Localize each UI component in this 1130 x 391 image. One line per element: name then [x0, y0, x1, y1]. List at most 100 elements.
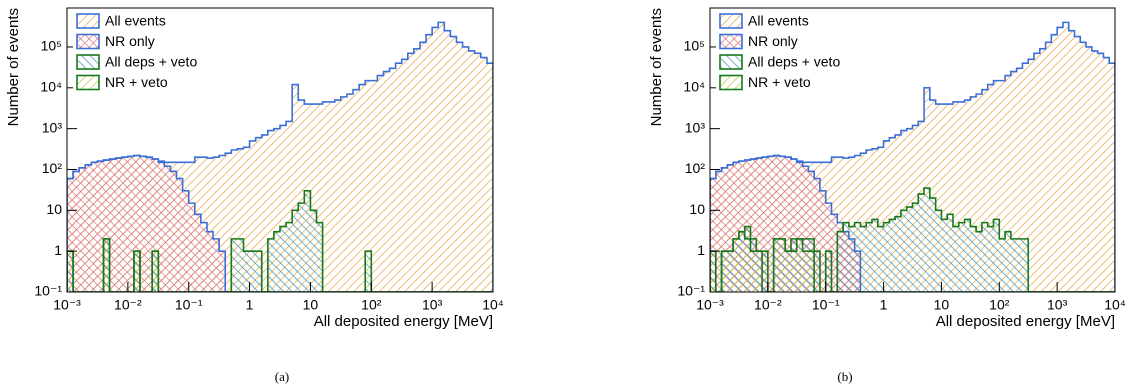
histogram-bar — [115, 158, 122, 292]
legend-label: NR + veto — [105, 74, 168, 90]
histogram-bar — [377, 75, 384, 292]
histogram-bar — [353, 89, 360, 292]
histogram-bar — [860, 153, 867, 292]
histogram-bar — [243, 147, 250, 292]
y-tick-label: 10⁴ — [40, 79, 62, 95]
x-tick-label: 10² — [361, 297, 382, 313]
y-tick-label: 10² — [685, 160, 706, 176]
histogram-bar — [976, 231, 982, 292]
histogram-bar — [924, 188, 930, 292]
histogram-bar — [976, 94, 982, 292]
histogram-bar — [866, 222, 873, 292]
histogram-bar — [371, 80, 378, 292]
histogram-bar — [67, 251, 74, 292]
histogram-bar — [249, 251, 256, 292]
histogram-bar — [964, 100, 971, 292]
legend-swatch — [719, 74, 743, 91]
histogram-bar — [438, 22, 445, 292]
histogram-bar — [808, 171, 815, 292]
histogram-bar — [825, 203, 832, 292]
histogram-bar — [796, 238, 803, 292]
histogram-bar — [1057, 27, 1063, 292]
histogram-bar — [1080, 42, 1087, 292]
histogram-bar — [814, 178, 820, 292]
histogram-bar — [802, 166, 809, 292]
histogram-bar — [279, 226, 287, 292]
histogram-bar — [164, 166, 171, 292]
histogram-bar — [710, 251, 716, 292]
legend-label: NR + veto — [748, 74, 811, 90]
histogram-bar — [365, 251, 372, 292]
histogram-bar — [310, 104, 317, 292]
y-tick-label: 10⁴ — [683, 79, 705, 95]
histogram-bar — [273, 231, 280, 292]
histogram-bar — [843, 222, 849, 292]
histogram-bar — [970, 96, 977, 292]
histogram-bar — [866, 150, 873, 292]
histogram-bar — [738, 231, 745, 292]
histogram-bar — [854, 222, 861, 292]
histogram-bar — [796, 162, 803, 292]
x-tick-label: 10⁻² — [114, 297, 142, 313]
histogram-bar — [733, 162, 739, 292]
histogram-bar — [883, 222, 890, 292]
histogram-bar — [176, 178, 183, 292]
y-tick-label: 10⁻¹ — [34, 283, 62, 299]
histogram-bar — [188, 203, 195, 292]
histogram-bar — [213, 238, 220, 292]
y-tick-label: 10² — [42, 160, 63, 176]
histogram-bar — [710, 178, 716, 292]
caption: (a) — [275, 369, 289, 384]
histogram-bar — [727, 164, 734, 292]
histogram-bar — [981, 222, 988, 292]
x-tick-label: 10⁻² — [754, 297, 782, 313]
y-tick-label: 10⁵ — [41, 38, 62, 54]
histogram-bar — [152, 159, 159, 292]
x-tick-label: 10 — [303, 297, 319, 313]
caption: (b) — [837, 369, 852, 384]
histogram-bar — [103, 160, 110, 292]
histogram-bar — [1010, 238, 1017, 292]
histogram-bar — [877, 147, 884, 292]
histogram-bar — [206, 231, 214, 292]
histogram-bar — [970, 226, 977, 292]
histogram-bar — [1086, 46, 1092, 292]
histogram-bar — [237, 148, 244, 292]
histogram-bar — [889, 137, 896, 292]
histogram-bar — [304, 190, 311, 292]
histogram-bar — [127, 156, 134, 292]
histogram-bar — [1028, 59, 1034, 292]
histogram-bar — [941, 219, 948, 292]
axes-frame — [66, 7, 494, 293]
axes-frame — [709, 7, 1116, 293]
histogram-bar — [906, 207, 913, 292]
histogram-bar — [133, 251, 141, 292]
histogram-bar — [941, 104, 948, 292]
histogram-bar — [328, 101, 335, 292]
histogram-bar — [791, 159, 797, 292]
legend-label: NR only — [748, 33, 798, 49]
histogram-bar — [733, 238, 739, 292]
histogram-bar — [298, 203, 305, 292]
histogram-bar — [231, 238, 238, 292]
y-axis-label: Number of events — [5, 8, 22, 126]
histogram-bar — [929, 100, 936, 292]
legend-label: All events — [748, 13, 809, 29]
histogram-bar — [767, 156, 774, 292]
histogram-bar — [103, 238, 110, 292]
histogram-bar — [286, 121, 293, 292]
histogram-bar — [243, 251, 250, 292]
histogram-bar — [750, 251, 757, 292]
x-tick-label: 10³ — [1047, 297, 1068, 313]
histogram-bar — [109, 159, 116, 292]
histogram-bar — [964, 219, 971, 292]
histogram-bar — [267, 238, 274, 292]
histogram-bar — [121, 157, 128, 292]
histogram-bar — [837, 231, 844, 292]
histogram-bar — [814, 251, 820, 292]
y-axis-label: Number of events — [648, 8, 665, 126]
histogram-bar — [322, 101, 329, 292]
histogram-bar — [444, 30, 451, 292]
histogram-bar — [389, 68, 396, 292]
histogram-bar — [97, 161, 104, 292]
